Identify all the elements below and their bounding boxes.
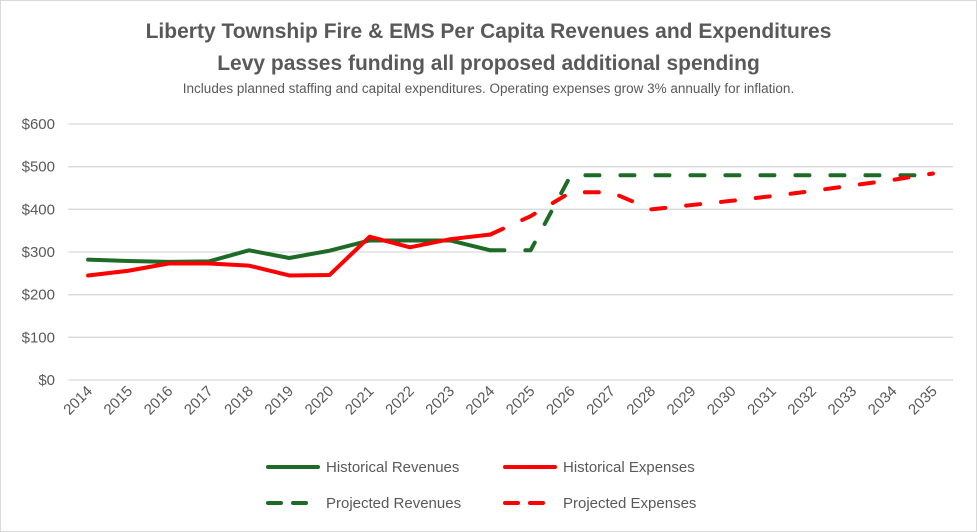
x-tick-label: 2022 <box>382 383 418 419</box>
x-tick-label: 2014 <box>60 383 96 419</box>
y-tick-label: $0 <box>38 372 55 389</box>
x-tick-label: 2034 <box>865 383 901 419</box>
legend-label: Projected Expenses <box>563 495 696 512</box>
series-line-historical-revenues <box>86 238 493 264</box>
x-tick-label: 2024 <box>463 383 499 419</box>
legend-label: Historical Expenses <box>563 459 695 476</box>
x-tick-label: 2027 <box>583 383 619 419</box>
x-tick-label: 2032 <box>784 383 820 419</box>
chart-note: Includes planned staffing and capital ex… <box>182 81 795 96</box>
legend-label: Projected Revenues <box>326 495 461 512</box>
y-tick-label: $600 <box>22 116 55 133</box>
x-tick-label: 2025 <box>503 383 539 419</box>
x-tick-label: 2035 <box>905 383 941 419</box>
x-tick-label: 2018 <box>221 383 257 419</box>
y-tick-label: $300 <box>22 244 55 261</box>
x-tick-label: 2029 <box>664 383 700 419</box>
y-tick-label: $200 <box>22 287 55 304</box>
x-tick-label: 2017 <box>181 383 217 419</box>
series-line-projected-revenues <box>488 173 935 253</box>
x-tick-label: 2028 <box>624 383 660 419</box>
x-tick-label: 2016 <box>141 383 177 419</box>
x-tick-label: 2030 <box>704 383 740 419</box>
x-tick-label: 2020 <box>302 383 338 419</box>
x-tick-label: 2021 <box>342 383 378 419</box>
x-tick-label: 2019 <box>261 383 297 419</box>
x-tick-label: 2015 <box>101 383 137 419</box>
x-tick-label: 2026 <box>543 383 579 419</box>
chart-title: Liberty Township Fire & EMS Per Capita R… <box>145 20 832 43</box>
series-line-historical-expenses <box>86 232 493 278</box>
chart-subtitle: Levy passes funding all proposed additio… <box>217 52 760 75</box>
x-tick-label: 2031 <box>744 383 780 419</box>
x-tick-label: 2023 <box>422 383 458 419</box>
series-line-projected-expenses <box>488 171 935 237</box>
x-tick-label: 2033 <box>825 383 861 419</box>
y-tick-label: $100 <box>22 329 55 346</box>
y-tick-label: $400 <box>22 201 55 218</box>
y-tick-label: $500 <box>22 159 55 176</box>
legend-label: Historical Revenues <box>326 459 459 476</box>
